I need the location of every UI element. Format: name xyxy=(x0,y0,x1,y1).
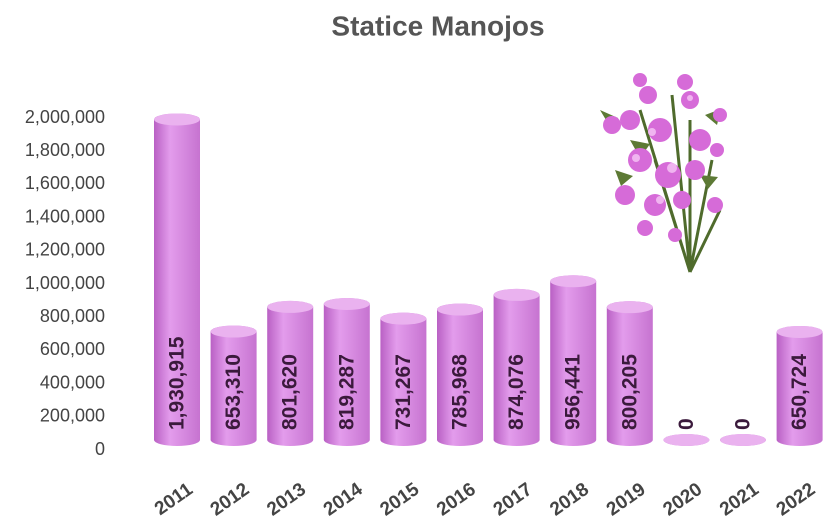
x-tick-label: 2019 xyxy=(603,479,650,520)
value-label: 785,968 xyxy=(449,354,472,430)
bar-top xyxy=(154,113,200,125)
x-tick-label: 2011 xyxy=(151,479,197,520)
bar-top xyxy=(211,326,257,338)
value-label: 800,205 xyxy=(618,354,641,430)
value-label: 1,930,915 xyxy=(166,336,189,430)
x-tick-label: 2021 xyxy=(716,479,763,521)
value-label: 731,267 xyxy=(392,354,415,430)
value-label: 653,310 xyxy=(222,354,245,430)
x-tick-label: 2015 xyxy=(376,479,423,521)
x-tick-label: 2013 xyxy=(263,479,310,520)
y-tick-label: 0 xyxy=(95,439,105,459)
value-label: 0 xyxy=(732,418,755,430)
x-tick-label: 2017 xyxy=(490,479,537,520)
chart: Statice Manojos 0 200,000 400,000 600,000 80… xyxy=(0,0,823,530)
value-label: 801,620 xyxy=(279,354,302,430)
y-tick-label: 400,000 xyxy=(40,372,105,392)
y-tick-label: 2,000,000 xyxy=(25,107,105,127)
x-tick-label: 2018 xyxy=(546,479,593,520)
x-tick-label: 2016 xyxy=(433,479,480,520)
flower-illustration xyxy=(600,73,727,272)
bar-top xyxy=(777,326,823,338)
y-tick-label: 1,600,000 xyxy=(25,173,105,193)
bar-top xyxy=(437,304,483,316)
page: {"chart_data": {"type": "bar3d", "title"… xyxy=(0,0,823,530)
value-label: 874,076 xyxy=(505,354,528,430)
bar-top xyxy=(607,301,653,313)
bar-top xyxy=(550,275,596,287)
y-tick-label: 1,400,000 xyxy=(25,206,105,226)
bar-top xyxy=(324,298,370,310)
bar-top xyxy=(380,313,426,325)
y-tick-label: 1,200,000 xyxy=(25,240,105,260)
bar-top xyxy=(720,434,766,446)
value-label: 956,441 xyxy=(562,354,585,430)
x-tick-label: 2022 xyxy=(773,479,820,520)
chart-title: Statice Manojos xyxy=(331,10,544,41)
x-tick-label: 2012 xyxy=(207,479,254,520)
x-tick-label: 2020 xyxy=(659,479,706,520)
y-tick-label: 200,000 xyxy=(40,406,105,426)
value-label: 0 xyxy=(675,418,698,430)
bar-top xyxy=(494,289,540,301)
x-tick-label: 2014 xyxy=(320,479,367,521)
value-label: 650,724 xyxy=(788,354,811,430)
bar-top xyxy=(663,434,709,446)
y-tick-label: 600,000 xyxy=(40,339,105,359)
value-label: 819,287 xyxy=(335,354,358,430)
bar-top xyxy=(267,301,313,313)
y-tick-label: 1,000,000 xyxy=(25,273,105,293)
y-tick-label: 1,800,000 xyxy=(25,140,105,160)
y-tick-label: 800,000 xyxy=(40,306,105,326)
